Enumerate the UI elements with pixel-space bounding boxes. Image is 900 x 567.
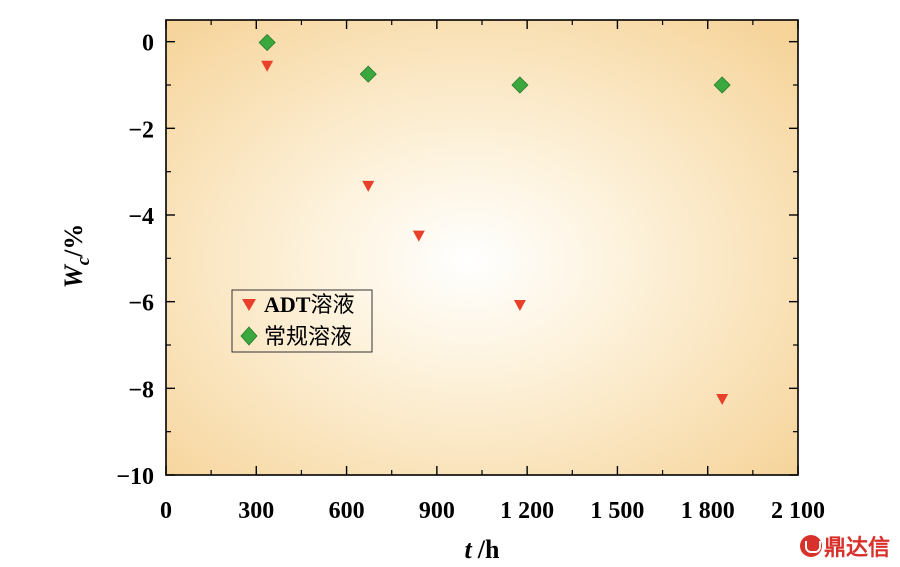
plot-area: [166, 20, 798, 475]
legend-marker-adt: [242, 299, 256, 311]
y-tick-label: −8: [128, 377, 154, 403]
adt-solution-point: [513, 300, 526, 311]
y-tick-label: 0: [142, 31, 154, 57]
y-axis-title: Wc/%: [59, 224, 94, 289]
watermark-logo-icon: [800, 535, 822, 557]
x-tick-label: 1 200: [500, 498, 554, 524]
x-tick-label: 2 100: [771, 498, 825, 524]
x-axis-title: t/h: [465, 535, 500, 564]
legend-label-adt: ADT溶液: [264, 292, 354, 317]
adt-solution-point: [362, 180, 375, 192]
x-axis-variable: t: [465, 535, 473, 564]
adt-solution-point: [716, 394, 729, 406]
conventional-solution-point: [511, 76, 529, 94]
x-tick-label: 1 800: [681, 498, 735, 524]
y-tick-label: −2: [128, 117, 154, 143]
x-tick-label: 300: [238, 498, 274, 524]
legend: ADT溶液 常规溶液: [231, 289, 373, 353]
adt-solution-point: [261, 60, 274, 72]
legend-label-adt-latin: ADT: [264, 292, 311, 317]
x-tick-labels: 0 300 600 900 1 200 1 500 1 800 2 100: [160, 498, 825, 524]
data-points: [258, 33, 731, 406]
x-tick-label: 0: [160, 498, 172, 524]
y-tick-labels: 0 −2 −4 −6 −8 −10: [116, 31, 154, 490]
watermark: 鼎达信: [800, 530, 890, 562]
watermark-text: 鼎达信: [824, 536, 891, 561]
conventional-solution-point: [359, 65, 377, 83]
adt-solution-point: [412, 230, 425, 242]
y-axis-subscript: c: [73, 256, 94, 265]
y-axis-variable: W: [59, 263, 88, 288]
legend-marker-conventional: [240, 326, 258, 346]
legend-label-adt-cjk: 溶液: [310, 292, 354, 317]
x-tick-label: 1 500: [590, 498, 644, 524]
axis-ticks: [165, 20, 799, 476]
y-tick-label: −4: [128, 204, 154, 230]
conventional-solution-point: [713, 76, 731, 94]
legend-box: [231, 289, 373, 353]
legend-label-conventional: 常规溶液: [264, 324, 352, 349]
x-axis-unit: /h: [477, 535, 500, 564]
conventional-solution-point: [258, 33, 276, 52]
y-tick-label: −10: [116, 464, 154, 490]
plot-frame: [165, 19, 799, 476]
x-tick-label: 900: [419, 498, 455, 524]
x-tick-label: 600: [329, 498, 365, 524]
y-axis-unit: /%: [59, 224, 88, 258]
y-tick-label: −6: [128, 291, 154, 317]
